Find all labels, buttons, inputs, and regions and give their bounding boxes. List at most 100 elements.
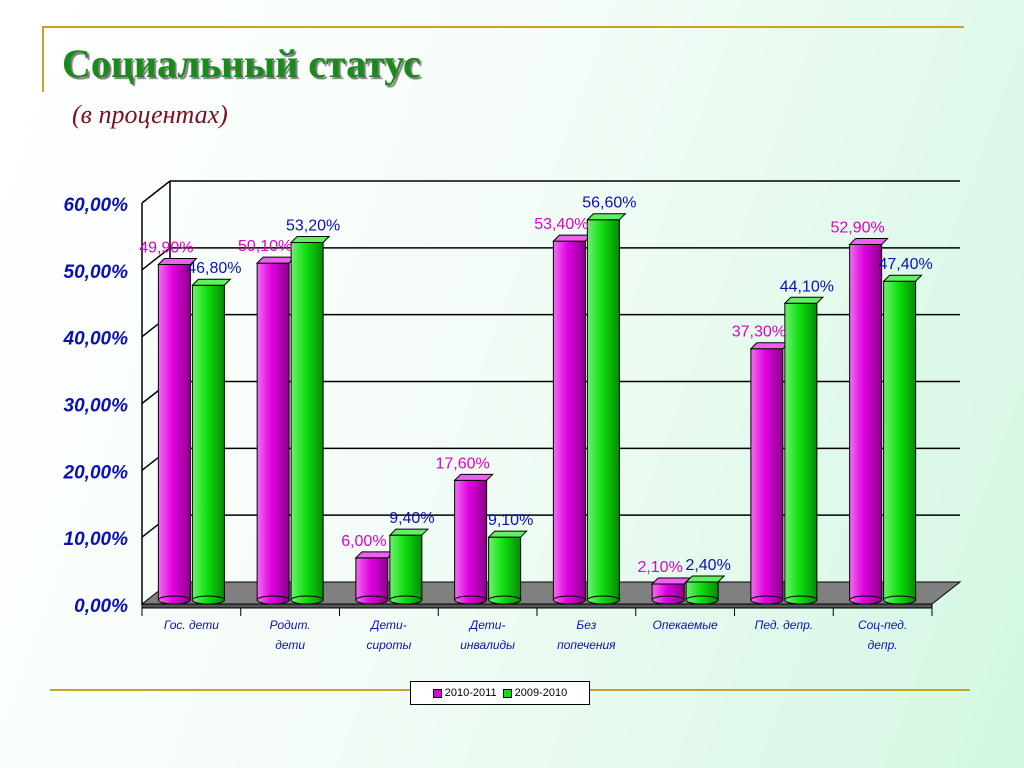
bar-top xyxy=(388,528,430,536)
bar-top xyxy=(289,235,331,243)
bar-base xyxy=(191,595,225,605)
bar-top xyxy=(487,530,528,538)
y-tick-label: 10,00% xyxy=(64,529,129,550)
bar xyxy=(157,258,198,605)
data-label: 47,40% xyxy=(878,256,932,273)
bar-body xyxy=(454,479,488,601)
bar xyxy=(552,234,593,605)
bar-base xyxy=(651,595,685,605)
bar xyxy=(783,296,825,605)
data-label: 49,90% xyxy=(139,240,193,257)
bar-base xyxy=(552,595,586,605)
x-category-label: Дети- xyxy=(468,618,506,632)
bar-top xyxy=(650,577,692,585)
bar xyxy=(684,575,726,605)
x-category-label: Без xyxy=(576,618,596,632)
data-label: 53,20% xyxy=(286,217,340,234)
bar xyxy=(289,235,331,605)
x-category-label: Соц-пед. xyxy=(858,618,907,632)
bar xyxy=(191,278,232,605)
page-title: Социальный статус xyxy=(62,41,421,86)
bar xyxy=(487,530,528,605)
legend-swatch-2009-2010 xyxy=(502,688,512,698)
bar-base xyxy=(290,595,324,605)
bar-body xyxy=(883,280,917,601)
y-tick-label: 50,00% xyxy=(64,262,129,283)
bar xyxy=(586,213,627,605)
bar-base xyxy=(750,595,784,605)
bar xyxy=(354,551,396,605)
bar-top xyxy=(684,575,726,583)
x-category-label: Гос. дети xyxy=(164,618,219,632)
bar-body xyxy=(552,240,586,601)
gridline-diagonal xyxy=(141,247,171,271)
data-label: 46,80% xyxy=(187,260,241,277)
bar-base xyxy=(883,595,917,605)
bar-top xyxy=(255,256,297,264)
bar xyxy=(388,528,430,605)
legend-swatch-2010-2011 xyxy=(432,688,442,698)
bar-body xyxy=(355,557,389,601)
top-divider-line xyxy=(42,26,964,28)
x-category-label: дети xyxy=(275,638,305,652)
bar xyxy=(453,473,494,605)
page-subtitle: (в процентах) xyxy=(72,100,228,129)
bar-body xyxy=(488,536,522,601)
bar-body xyxy=(784,302,818,601)
bar-body xyxy=(191,284,225,601)
x-category-label: Родит. xyxy=(270,618,311,632)
bar-body xyxy=(750,348,784,601)
legend-label-2010-2011: 2010-2011 xyxy=(444,687,497,699)
bar-base xyxy=(488,595,522,605)
bar-base xyxy=(586,595,620,605)
y-tick-label: 0,00% xyxy=(74,596,128,617)
chart-legend: 2010-2011 2009-2010 xyxy=(410,681,590,705)
left-accent-line xyxy=(42,28,44,92)
bar xyxy=(650,577,692,605)
y-tick-label: 20,00% xyxy=(63,462,129,483)
x-category-label: Опекаемые xyxy=(653,618,719,632)
data-label: 52,90% xyxy=(830,219,884,236)
legend-label-2009-2010: 2009-2010 xyxy=(514,687,568,699)
x-category-label: депр. xyxy=(868,638,898,652)
bar-base xyxy=(157,595,191,605)
y-tick-label: 30,00% xyxy=(64,396,129,417)
y-tick-label: 60,00% xyxy=(64,195,129,216)
bar xyxy=(255,256,297,605)
x-category-label: сироты xyxy=(366,638,411,652)
bar-base xyxy=(849,595,883,605)
bar-top xyxy=(586,213,627,221)
data-label: 2,40% xyxy=(685,557,730,574)
x-category-label: Дети- xyxy=(369,618,407,632)
bar-top xyxy=(848,237,889,245)
bar xyxy=(848,237,889,605)
data-label: 53,40% xyxy=(534,216,588,233)
legend-item-2010-2011: 2010-2011 xyxy=(432,687,497,699)
bar-top xyxy=(453,473,494,481)
x-category-label: Пед. депр. xyxy=(755,618,813,632)
bar-body xyxy=(157,264,191,601)
x-category-label: попечения xyxy=(557,638,616,652)
bar-body xyxy=(849,243,883,601)
legend-item-2009-2010: 2009-2010 xyxy=(502,687,568,699)
bar-base xyxy=(256,595,290,605)
bar-chart: 0,00% 10,00% 20,00% 30,00% 40,00% 50,00% 60,00… xyxy=(63,180,962,652)
y-tick-label: 40,00% xyxy=(63,329,129,350)
bar-top xyxy=(552,234,593,242)
bar-top xyxy=(191,278,232,286)
bar-base xyxy=(685,595,719,605)
bar-top xyxy=(354,551,396,559)
bar-top xyxy=(157,258,198,266)
bar-body xyxy=(290,241,324,601)
bar xyxy=(749,342,791,605)
bar-base xyxy=(454,595,488,605)
bar-top xyxy=(783,296,825,304)
data-label: 17,60% xyxy=(435,455,489,472)
bar-body xyxy=(256,262,290,601)
data-label: 2,10% xyxy=(637,559,682,576)
data-label: 9,10% xyxy=(488,512,533,529)
bar-body xyxy=(586,219,620,601)
bar-base xyxy=(389,595,423,605)
x-category-label: инвалиды xyxy=(460,638,515,652)
data-label: 9,40% xyxy=(389,510,434,527)
